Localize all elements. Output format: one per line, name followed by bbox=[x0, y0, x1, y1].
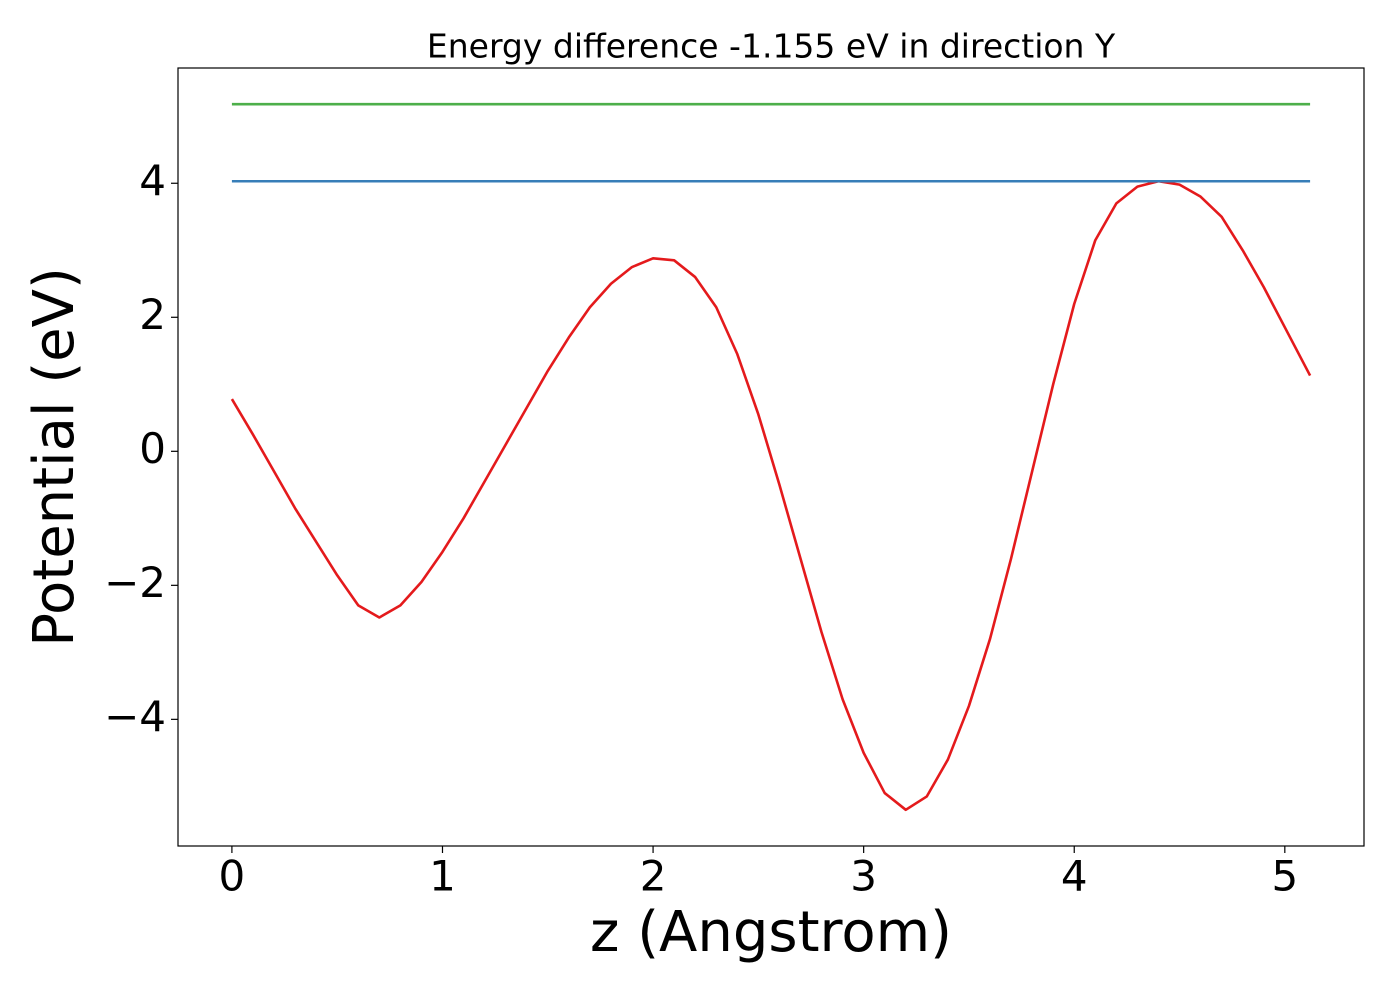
plot-frame bbox=[177, 67, 1365, 847]
x-tick-label: 5 bbox=[1271, 852, 1298, 901]
y-tick-label: 0 bbox=[139, 424, 166, 473]
y-axis-label: Potential (eV) bbox=[22, 267, 87, 647]
y-tick-label: −4 bbox=[104, 692, 166, 741]
chart-title: Energy difference -1.155 eV in direction… bbox=[427, 27, 1116, 66]
x-tick-label: 2 bbox=[640, 852, 667, 901]
x-tick-label: 0 bbox=[219, 852, 246, 901]
x-tick-label: 3 bbox=[850, 852, 877, 901]
x-tick-label: 4 bbox=[1061, 852, 1088, 901]
x-axis-label: z (Angstrom) bbox=[590, 900, 952, 965]
series-line bbox=[230, 179, 1312, 812]
y-tick-label: 4 bbox=[139, 156, 166, 205]
y-tick-label: 2 bbox=[139, 290, 166, 339]
x-tick-label: 1 bbox=[429, 852, 456, 901]
y-tick-label: −2 bbox=[104, 558, 166, 607]
